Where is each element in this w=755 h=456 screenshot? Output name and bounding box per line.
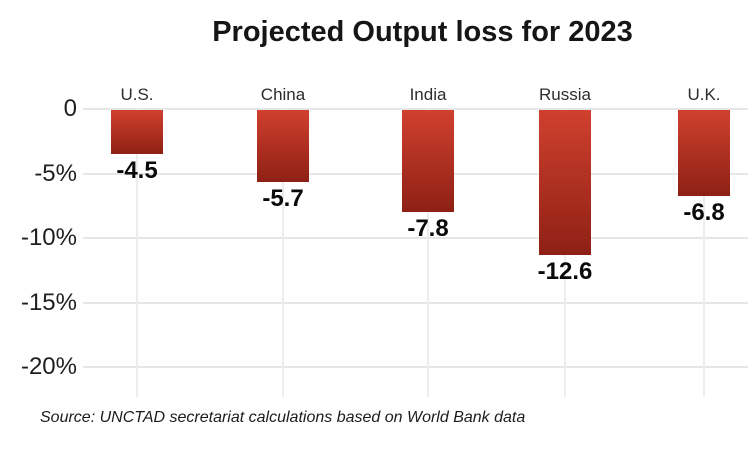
bar-uk xyxy=(678,110,730,196)
gridline-v xyxy=(136,108,138,397)
category-label: China xyxy=(260,85,306,104)
y-axis-tick-label: -10% xyxy=(20,224,77,251)
category-label: India xyxy=(409,85,447,104)
bar-value-label: -6.8 xyxy=(683,199,725,226)
source-note: Source: UNCTAD secretariat calculations … xyxy=(40,409,526,426)
bar-russia xyxy=(539,110,591,255)
bar-india xyxy=(402,110,454,212)
gridline-h xyxy=(83,366,748,368)
category-label: U.S. xyxy=(120,85,154,104)
bar-value-label: -12.6 xyxy=(537,258,593,285)
bar-value-label: -5.7 xyxy=(262,185,304,212)
bar-china xyxy=(257,110,309,182)
chart-title: Projected Output loss for 2023 xyxy=(212,16,633,48)
bar-us xyxy=(111,110,163,154)
y-axis-tick-label: -5% xyxy=(34,159,77,187)
category-label: U.K. xyxy=(687,85,721,104)
gridline-v xyxy=(427,108,429,397)
y-axis-tick-label: 0 xyxy=(63,95,77,122)
y-axis-tick-label: -15% xyxy=(20,288,77,316)
bar-value-label: -4.5 xyxy=(116,157,158,184)
y-axis-tick-label: -20% xyxy=(20,353,77,380)
gridline-h xyxy=(83,301,748,304)
gridline-h xyxy=(83,237,748,239)
gridline-v xyxy=(282,108,284,397)
bar-value-label: -7.8 xyxy=(407,215,449,242)
gridline-v xyxy=(703,108,705,397)
category-label: Russia xyxy=(539,85,591,104)
gridline-h xyxy=(83,108,748,110)
